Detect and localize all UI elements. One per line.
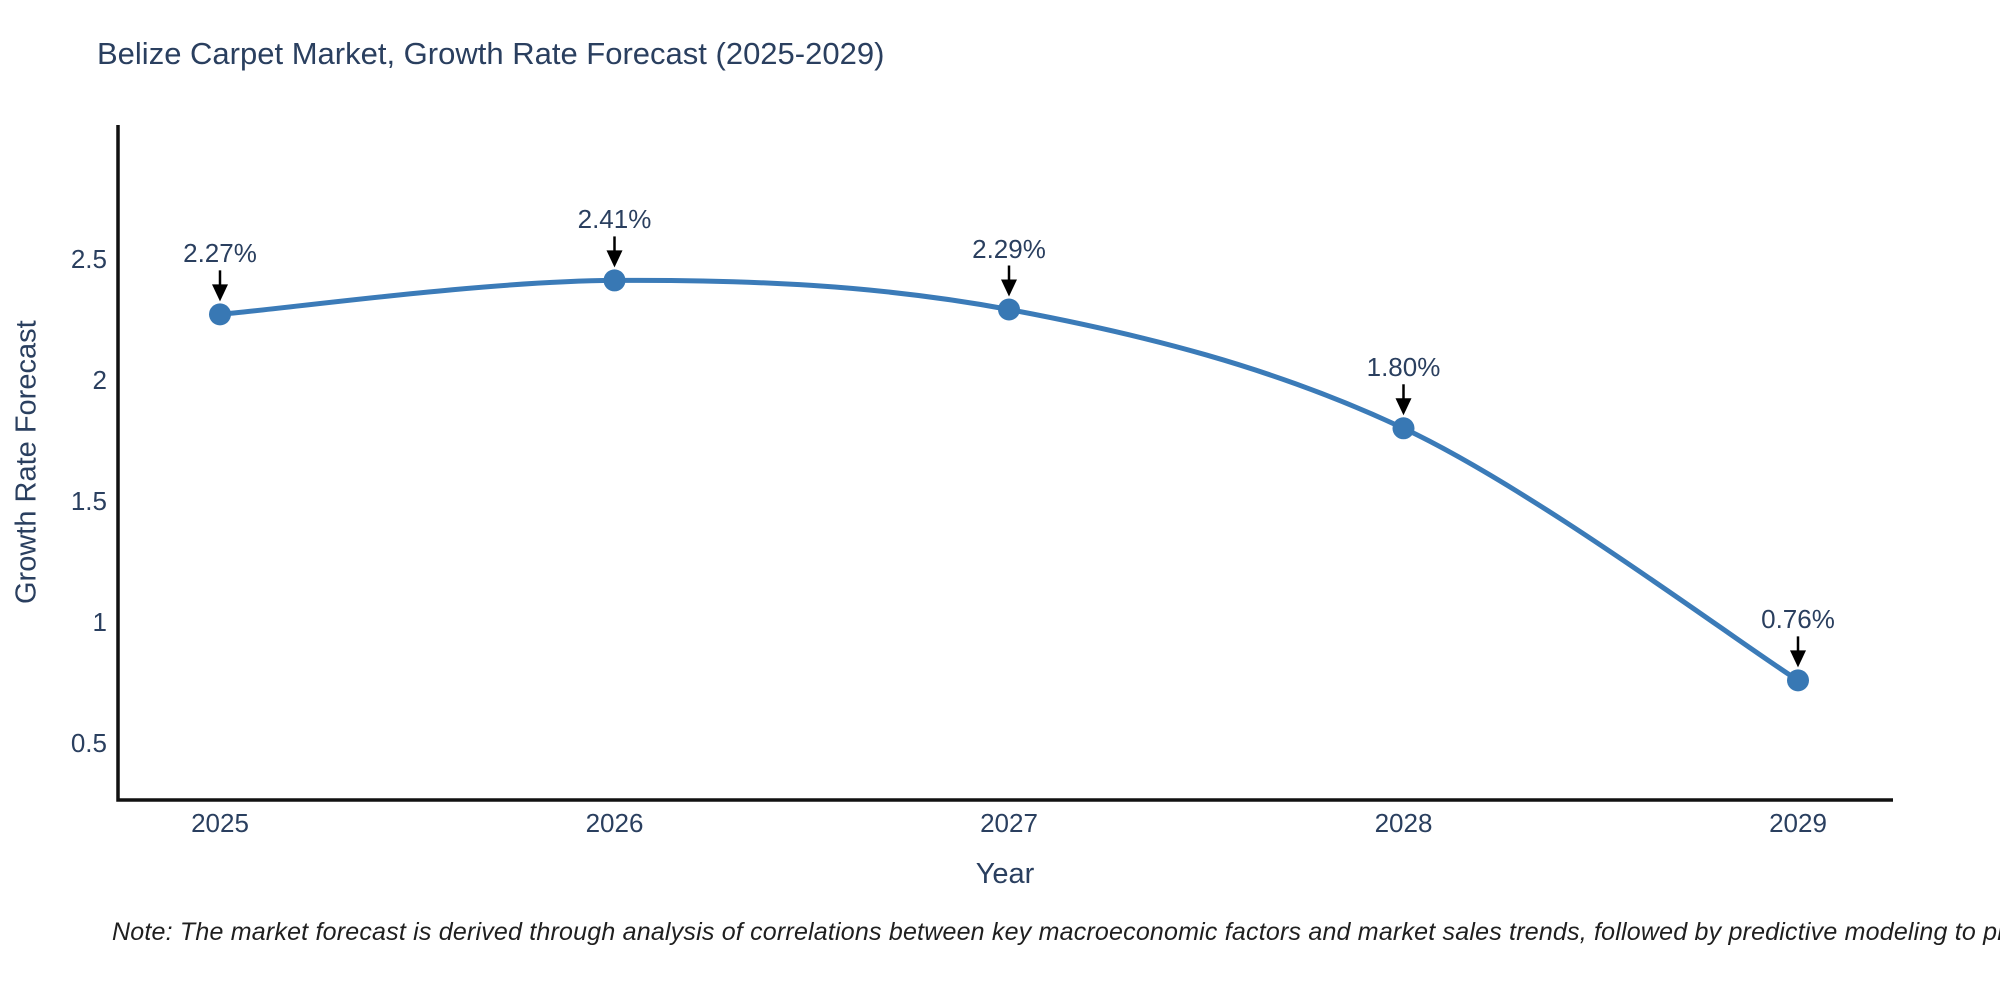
annotation-arrowhead bbox=[1001, 279, 1017, 297]
x-tick-label: 2025 bbox=[191, 808, 249, 838]
y-tick-label: 2.5 bbox=[70, 243, 107, 274]
point-annotation: 2.27% bbox=[183, 238, 257, 269]
point-annotation: 2.41% bbox=[577, 204, 652, 235]
y-tick-label: 0.5 bbox=[70, 728, 107, 759]
x-tick-label: 2028 bbox=[1374, 808, 1433, 838]
point-annotation: 1.80% bbox=[1366, 352, 1441, 383]
trend-line bbox=[217, 277, 1801, 683]
x-axis-title: Year bbox=[975, 858, 1035, 890]
y-tick-label: 1 bbox=[92, 607, 107, 638]
axis-lines bbox=[116, 125, 1893, 802]
data-point bbox=[1787, 669, 1809, 692]
y-tick-label: 1.5 bbox=[70, 486, 107, 516]
annotation-arrowhead bbox=[1790, 650, 1806, 668]
y-tick-label: 2 bbox=[92, 364, 107, 395]
point-annotation: 2.29% bbox=[972, 233, 1046, 264]
data-point bbox=[209, 303, 231, 326]
annotation-arrowhead bbox=[1395, 398, 1412, 416]
data-point bbox=[603, 269, 626, 292]
data-point bbox=[998, 298, 1020, 321]
x-tick-label: 2029 bbox=[1769, 808, 1827, 838]
data-point bbox=[1392, 417, 1415, 440]
chart-title: Belize Carpet Market, Growth Rate Foreca… bbox=[97, 36, 885, 71]
y-axis-title: Growth Rate Forecast bbox=[10, 320, 43, 604]
x-tick-label: 2026 bbox=[585, 808, 644, 838]
point-annotation: 0.76% bbox=[1761, 604, 1835, 635]
annotation-arrowhead bbox=[212, 284, 228, 302]
footnote: Note: The market forecast is derived thr… bbox=[112, 918, 2000, 946]
x-tick-label: 2027 bbox=[980, 808, 1038, 838]
annotation-arrowhead bbox=[606, 250, 623, 268]
